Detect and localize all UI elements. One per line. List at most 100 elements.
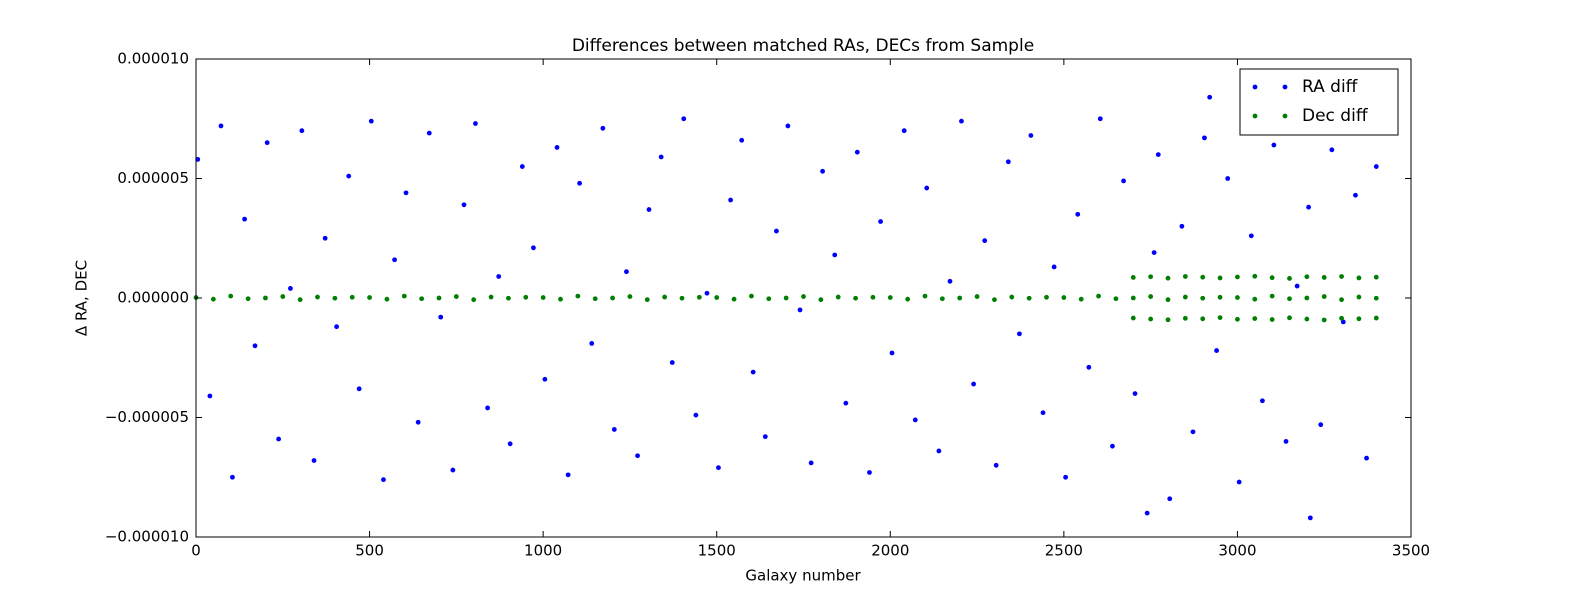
point <box>1306 204 1311 210</box>
y-tick-label: −0.000005 <box>105 408 189 426</box>
point <box>368 118 374 124</box>
point <box>749 293 754 299</box>
y-axis-label: Δ RA, DEC <box>73 260 91 336</box>
point <box>1009 294 1015 300</box>
point <box>974 294 980 299</box>
point <box>419 296 425 302</box>
point <box>1182 274 1188 279</box>
point <box>1167 496 1173 502</box>
point <box>1190 429 1196 435</box>
point <box>878 219 883 224</box>
point <box>245 296 251 302</box>
y-tick-label: 0.000010 <box>117 50 189 68</box>
point <box>1373 274 1379 280</box>
legend-box <box>1239 68 1399 136</box>
point <box>1252 273 1258 279</box>
point <box>1217 275 1223 281</box>
point <box>1235 274 1240 280</box>
point <box>1339 315 1344 321</box>
point <box>252 343 258 349</box>
x-tick-label: 1000 <box>524 542 562 560</box>
x-tick-label: 2000 <box>871 542 909 560</box>
point <box>1304 295 1310 301</box>
point <box>471 297 477 303</box>
point <box>1294 283 1300 289</box>
legend-label: RA diff <box>1302 77 1359 97</box>
y-tick-label: 0.000000 <box>117 289 189 307</box>
point <box>384 296 390 302</box>
point <box>1040 410 1046 416</box>
point <box>288 286 293 291</box>
point <box>1252 296 1258 302</box>
legend-label: Dec diff <box>1302 106 1369 126</box>
point <box>936 448 942 454</box>
point <box>1353 192 1358 198</box>
point <box>346 173 352 179</box>
point <box>1113 296 1119 302</box>
x-axis-label: Galaxy number <box>745 567 861 585</box>
point <box>1086 364 1092 370</box>
point <box>1304 316 1310 322</box>
x-tick-label: 3000 <box>1218 542 1256 560</box>
point <box>322 235 328 241</box>
point <box>1148 316 1154 322</box>
point <box>1148 294 1154 299</box>
point <box>473 121 478 126</box>
point <box>731 296 737 302</box>
point <box>1165 275 1171 281</box>
point <box>1321 317 1327 323</box>
point <box>392 257 397 263</box>
point <box>1097 116 1103 122</box>
point <box>679 295 685 301</box>
x-tick-label: 0 <box>191 542 201 560</box>
point <box>367 295 372 300</box>
point <box>993 462 999 468</box>
point <box>669 360 675 365</box>
point <box>766 296 772 302</box>
point <box>832 252 838 258</box>
point <box>646 207 652 212</box>
point <box>1356 275 1362 281</box>
point <box>531 245 536 251</box>
point <box>818 297 824 303</box>
legend-marker <box>1252 113 1258 119</box>
point <box>867 470 872 475</box>
point <box>334 324 339 330</box>
point <box>750 369 756 375</box>
point <box>1287 276 1292 281</box>
point <box>801 294 806 299</box>
point <box>315 294 320 300</box>
point <box>600 125 606 131</box>
point <box>1200 316 1206 322</box>
point <box>1269 293 1275 299</box>
point <box>922 293 928 299</box>
point <box>332 295 338 301</box>
point <box>728 197 733 203</box>
point <box>610 295 615 301</box>
point <box>1051 264 1057 270</box>
point <box>611 427 617 432</box>
point <box>1132 391 1138 396</box>
point <box>426 130 432 136</box>
point <box>1061 295 1067 300</box>
point <box>992 297 997 303</box>
point <box>207 393 213 399</box>
point <box>1356 294 1362 300</box>
point <box>783 295 789 301</box>
point <box>808 460 814 466</box>
point <box>1096 293 1101 299</box>
point <box>1207 94 1213 100</box>
point <box>939 296 945 302</box>
point <box>1304 274 1310 280</box>
point <box>228 293 234 299</box>
point <box>693 412 699 418</box>
point <box>1214 348 1219 353</box>
point <box>554 145 560 150</box>
chart-title: Differences between matched RAs, DECs fr… <box>572 36 1034 56</box>
point <box>230 474 235 480</box>
point <box>1248 233 1254 239</box>
point <box>982 238 988 244</box>
point <box>947 278 953 284</box>
point <box>1005 159 1011 165</box>
